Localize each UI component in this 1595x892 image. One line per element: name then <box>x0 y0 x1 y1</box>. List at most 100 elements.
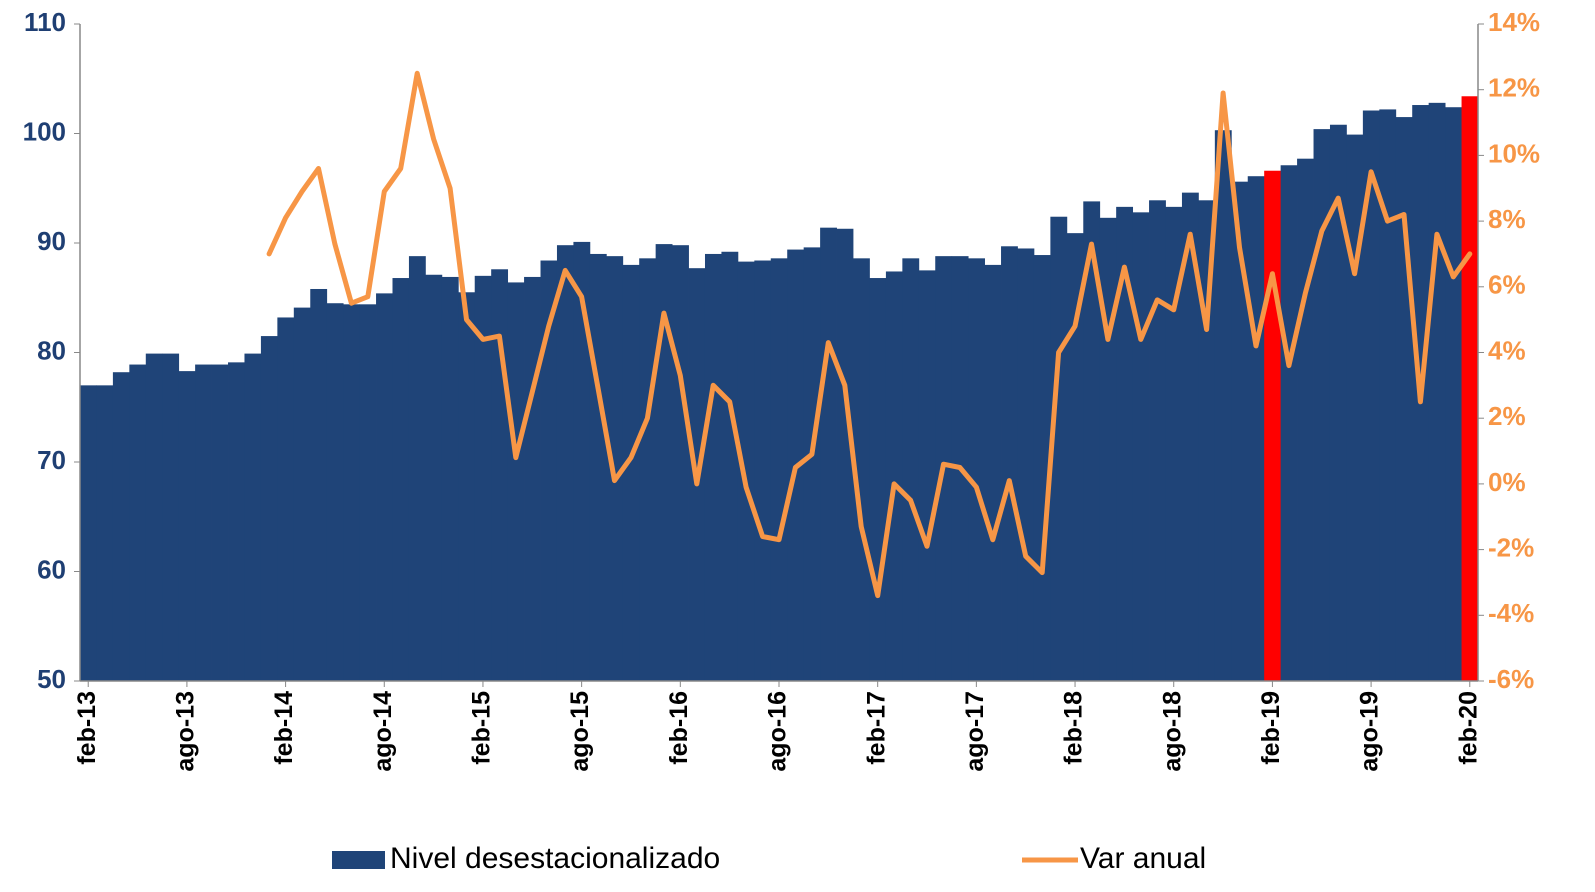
bar <box>244 353 262 681</box>
x-tick-label: ago-15 <box>566 691 594 772</box>
bar <box>524 276 541 681</box>
bar <box>458 292 476 681</box>
x-tick-label: ago-19 <box>1356 691 1384 772</box>
bar <box>556 245 574 681</box>
bar <box>1395 117 1413 681</box>
bar <box>754 260 772 681</box>
y-tick-label: 50 <box>37 664 66 694</box>
bar <box>1214 130 1232 682</box>
bar <box>1280 165 1298 681</box>
bar <box>704 253 722 681</box>
bar <box>507 282 525 681</box>
x-tick-label: ago-17 <box>961 691 989 772</box>
legend-label: Nivel desestacionalizado <box>390 842 720 875</box>
bar <box>80 385 97 681</box>
bar <box>1231 181 1249 681</box>
y2-tick-label: -4% <box>1488 598 1534 628</box>
bar <box>1428 102 1446 682</box>
x-tick-label: ago-16 <box>764 691 792 772</box>
bar <box>1247 176 1265 681</box>
bar <box>639 258 657 681</box>
bar <box>853 258 870 681</box>
bar <box>1099 217 1117 681</box>
x-tick-label: feb-18 <box>1060 691 1088 765</box>
x-tick-label: feb-15 <box>468 691 496 765</box>
y-tick-label: 80 <box>37 335 66 365</box>
y-tick-label: 110 <box>24 7 66 37</box>
y-tick-label: 60 <box>37 554 66 584</box>
bar <box>343 304 360 681</box>
bar <box>1181 192 1199 681</box>
bar <box>1329 124 1347 682</box>
bar <box>491 269 509 681</box>
bar <box>112 372 130 681</box>
bar <box>655 244 673 681</box>
bar <box>1001 246 1018 681</box>
bar <box>1066 233 1084 681</box>
legend-label: Var anual <box>1080 842 1206 875</box>
legend-swatch <box>332 851 385 869</box>
bar <box>1461 96 1479 681</box>
bar <box>770 258 788 681</box>
bar <box>672 245 689 681</box>
bar <box>622 264 640 681</box>
bar <box>211 364 229 681</box>
x-tick-label: ago-18 <box>1158 691 1186 772</box>
y-tick-label: 70 <box>37 445 66 475</box>
bar <box>293 307 311 681</box>
bar <box>1132 212 1150 681</box>
bar <box>277 317 295 681</box>
bar <box>145 353 163 681</box>
bar <box>836 228 854 681</box>
y2-tick-label: 10% <box>1488 138 1540 168</box>
x-tick-label: feb-13 <box>73 691 101 765</box>
y2-tick-label: 4% <box>1488 335 1526 365</box>
bar <box>869 278 887 681</box>
x-tick-label: feb-14 <box>270 691 298 765</box>
bar <box>392 278 410 681</box>
bar <box>540 260 558 681</box>
x-tick-label: feb-17 <box>862 691 890 765</box>
bar <box>474 275 492 681</box>
bar <box>902 258 920 681</box>
bar <box>885 271 903 681</box>
bar <box>820 227 837 682</box>
bar <box>1017 248 1035 681</box>
bar <box>96 385 114 681</box>
bar <box>1346 134 1364 682</box>
bar <box>1362 110 1380 681</box>
bar <box>310 288 328 681</box>
bar <box>1165 206 1183 682</box>
bar <box>1050 216 1068 681</box>
bar <box>359 304 377 681</box>
y2-tick-label: 12% <box>1488 73 1540 103</box>
bar <box>376 293 393 681</box>
bar <box>228 362 245 681</box>
bar <box>1379 109 1397 681</box>
y-tick-label: 90 <box>37 226 66 256</box>
bar <box>195 364 212 681</box>
bar <box>589 253 607 681</box>
x-tick-label: ago-13 <box>172 691 200 772</box>
line <box>266 70 1473 599</box>
bar <box>1116 206 1134 682</box>
bar <box>425 274 443 681</box>
bar <box>1297 158 1314 681</box>
bar <box>1445 107 1462 682</box>
bar <box>441 276 459 681</box>
bar <box>721 251 739 681</box>
bar <box>1083 201 1101 681</box>
bar <box>326 303 344 681</box>
bar <box>178 371 196 681</box>
bar <box>984 264 1002 681</box>
bar <box>408 256 426 681</box>
x-tick-label: feb-20 <box>1454 691 1482 765</box>
y2-tick-label: 8% <box>1488 204 1526 234</box>
x-tick-label: feb-16 <box>665 691 693 765</box>
x-tick-label: feb-19 <box>1257 691 1285 765</box>
bar <box>968 258 985 681</box>
bar <box>737 261 755 681</box>
bar <box>573 241 591 681</box>
y-tick-label: 100 <box>23 116 66 146</box>
